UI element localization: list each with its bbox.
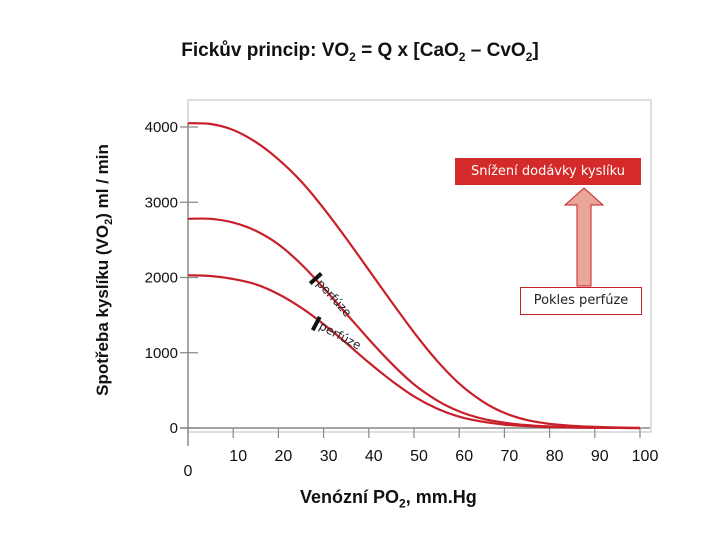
y-tick-label: 2000 xyxy=(145,270,178,287)
chart-title: Fickův princip: VO2 = Q x [CaO2 – CvO2] xyxy=(181,40,539,64)
x-tick-label: 10 xyxy=(229,448,247,465)
series xyxy=(187,122,641,430)
y-tick-label: 1000 xyxy=(145,345,178,362)
ticks: 0 1000 2000 3000 4000 0 10 20 30 40 50 60 70 80 90 100 xyxy=(145,119,659,480)
y-tick-label: 3000 xyxy=(145,194,178,211)
y-tick-label: 4000 xyxy=(145,119,178,136)
series-line-curve-low xyxy=(187,274,641,430)
snizeni-box xyxy=(455,158,641,185)
up-arrow-icon xyxy=(563,187,605,287)
x-tick-label: 30 xyxy=(320,448,338,465)
x-tick-label: 40 xyxy=(365,448,383,465)
x-tick-label: 90 xyxy=(591,448,609,465)
x-tick-label: 0 xyxy=(184,463,193,480)
x-tick-label: 60 xyxy=(455,448,473,465)
x-tick-label: 70 xyxy=(501,448,519,465)
supply-arrow xyxy=(563,187,605,287)
y-tick-label: 0 xyxy=(170,420,178,437)
series-line-curve-high xyxy=(187,122,641,430)
x-axis-label: Venózní PO2, mm.Hg xyxy=(300,487,477,511)
x-tick-label: 20 xyxy=(275,448,293,465)
x-tick-label: 100 xyxy=(632,448,659,465)
pokles-perfuze-label: Pokles perfúze xyxy=(520,287,642,315)
x-tick-label: 50 xyxy=(410,448,428,465)
snizeni-label: Snížení dodávky kyslíku xyxy=(470,164,626,179)
x-tick-label: 80 xyxy=(546,448,564,465)
